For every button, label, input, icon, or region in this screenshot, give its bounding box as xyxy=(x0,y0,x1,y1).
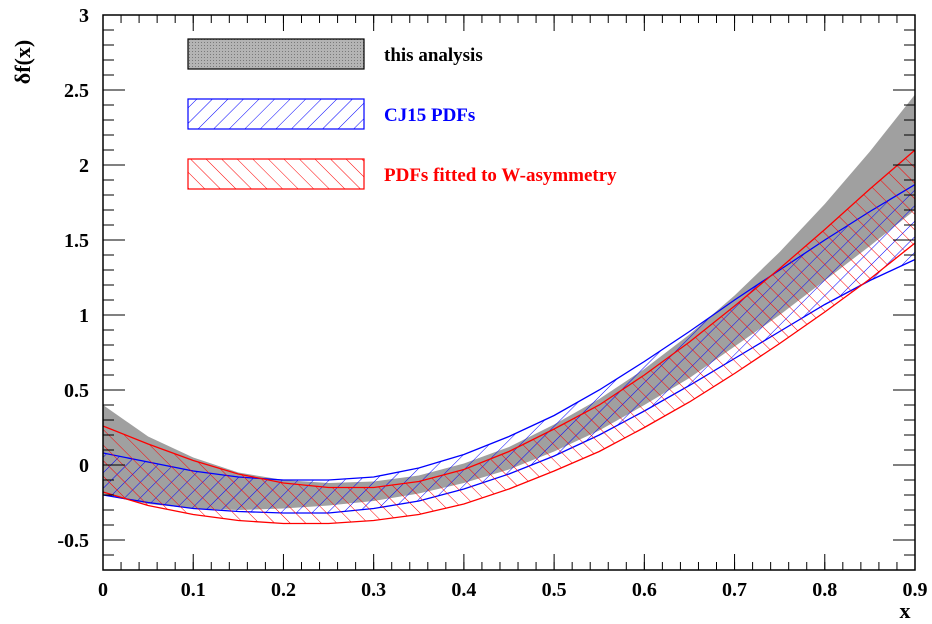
x-tick-label: 0.3 xyxy=(361,579,386,601)
legend-label-0: this analysis xyxy=(384,45,483,66)
x-tick-label: 0.6 xyxy=(632,579,657,601)
bands xyxy=(103,94,915,525)
legend-swatch-2 xyxy=(187,158,365,190)
y-tick-label: 3 xyxy=(79,5,89,27)
x-tick-label: 0.5 xyxy=(542,579,567,601)
legend-label-1: CJ15 PDFs xyxy=(384,105,475,126)
legend: this analysis CJ15 PDFs PDFs fitted to W-a… xyxy=(187,38,617,190)
series-2-band xyxy=(103,150,915,524)
series-2-upper-line xyxy=(103,149,915,489)
y-tick-label: 1 xyxy=(79,305,89,327)
plot-frame xyxy=(102,14,916,571)
x-axis-title: x xyxy=(900,598,911,623)
x-tick-label: 0.2 xyxy=(271,579,296,601)
legend-label-2: PDFs fitted to W-asymmetry xyxy=(384,165,617,186)
y-tick-label: 0.5 xyxy=(64,380,89,402)
legend-swatch-1 xyxy=(187,98,365,130)
series-2-lower-line xyxy=(103,242,915,525)
x-tick-label: 0.4 xyxy=(451,579,476,601)
y-tick-label: 1.5 xyxy=(64,230,89,252)
x-tick-label: 0.8 xyxy=(812,579,837,601)
x-tick-label: 0.1 xyxy=(181,579,206,601)
y-tick-label: 2.5 xyxy=(64,80,89,102)
axes: 0 0.1 0.2 0.3 0.4 0.5 0.6 0.7 0.8 0.9 -0.5 0 0.5 1 1.5… xyxy=(57,5,927,601)
legend-swatch-0 xyxy=(187,38,365,70)
x-tick-label: 0.9 xyxy=(903,579,928,601)
y-tick-label: 2 xyxy=(79,155,89,177)
x-tick-label: 0 xyxy=(98,579,108,601)
y-axis-title: δf(x) xyxy=(10,40,35,84)
y-tick-label: 0 xyxy=(79,455,89,477)
x-tick-label: 0.7 xyxy=(722,579,747,601)
y-tick-label: -0.5 xyxy=(57,530,89,552)
